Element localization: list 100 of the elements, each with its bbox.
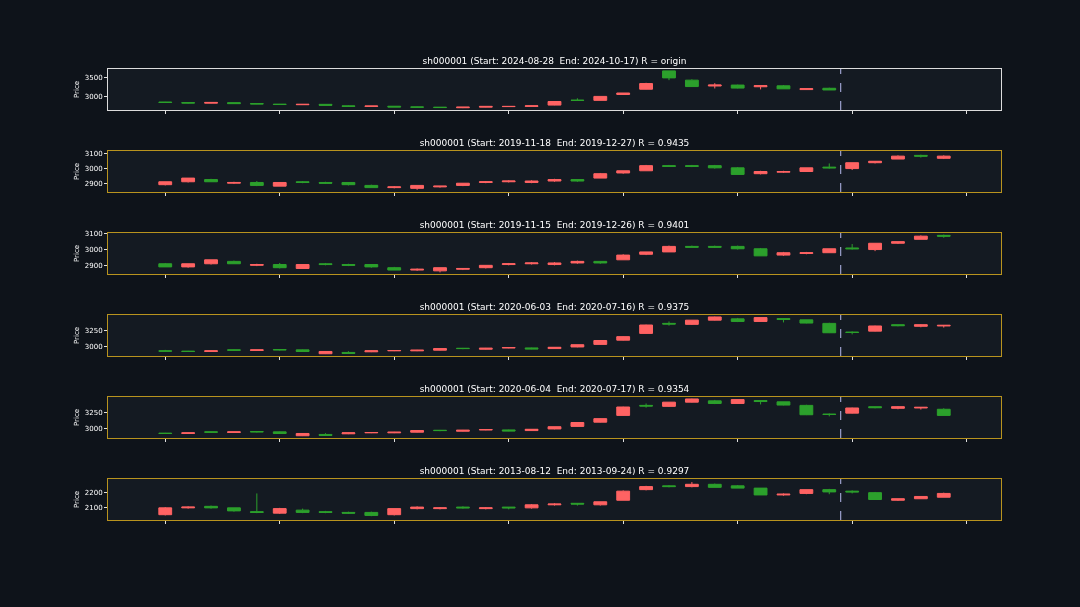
candlestick [318, 432, 333, 437]
candlestick [776, 170, 791, 174]
candlestick [845, 330, 860, 335]
candlestick [707, 245, 722, 249]
candlestick [822, 322, 837, 334]
candlestick [227, 507, 241, 513]
candlestick [387, 185, 402, 189]
candlestick [776, 251, 791, 256]
candlestick [227, 349, 241, 352]
candlestick [730, 485, 745, 489]
candlestick [318, 181, 333, 185]
candlestick [227, 181, 241, 185]
candlestick [616, 489, 631, 501]
candlestick [364, 105, 379, 108]
candlestick [158, 181, 173, 186]
candlestick [936, 234, 951, 239]
candlestick [936, 407, 951, 417]
candlestick [662, 484, 676, 488]
chart-title: sh000001 (Start: 2020-06-03 End: 2020-07-16) R = 0.9375 [419, 302, 690, 313]
candlestick [799, 167, 814, 172]
candlestick [318, 510, 333, 514]
candlestick [410, 505, 425, 510]
candlestick [433, 347, 447, 352]
candlestick [478, 428, 493, 431]
candlestick [295, 508, 310, 514]
candlestick [478, 180, 493, 184]
candlestick [387, 267, 402, 271]
chart-title: sh000001 (Start: 2019-11-18 End: 2019-12-27) R = 0.9435 [419, 138, 690, 149]
candlestick [570, 502, 585, 507]
candlestick [776, 84, 791, 90]
candlestick [341, 104, 356, 108]
candlestick [387, 105, 402, 108]
candlestick [570, 260, 585, 265]
candlestick [204, 431, 218, 434]
candlestick [891, 405, 905, 410]
candlestick [547, 502, 562, 507]
candlestick [639, 402, 653, 409]
candlestick [570, 179, 585, 183]
candlestick [249, 492, 264, 514]
candlestick [501, 179, 516, 183]
candlestick [593, 95, 608, 102]
candlestick [295, 180, 310, 184]
candlestick [776, 401, 791, 406]
candlestick [181, 263, 196, 269]
candlestick [249, 349, 264, 352]
candlestick [730, 399, 745, 405]
candlestick [662, 70, 676, 81]
candlestick [730, 84, 745, 89]
candlestick [341, 263, 356, 267]
candlestick [364, 264, 379, 269]
candlestick [822, 489, 837, 495]
candlestick [593, 417, 608, 423]
candlestick [547, 426, 562, 430]
chart-title: sh000001 (Start: 2019-11-15 End: 2019-12-26) R = 0.9401 [419, 220, 690, 231]
candlestick [730, 166, 745, 175]
candlestick [753, 247, 768, 257]
candlestick [684, 245, 699, 248]
candlestick [684, 319, 699, 326]
candlestick [158, 262, 173, 268]
candlestick [387, 508, 402, 516]
candlestick [547, 261, 562, 266]
candlestick [547, 101, 562, 106]
candlestick [913, 406, 928, 411]
candlestick [616, 92, 631, 96]
candlestick [799, 319, 814, 324]
candlestick [593, 260, 608, 265]
candlestick [410, 267, 425, 272]
candlestick [639, 82, 653, 90]
candlestick [639, 251, 653, 255]
candlestick [433, 185, 447, 189]
candlestick [204, 505, 218, 510]
candlestick [410, 429, 425, 434]
candlestick [845, 162, 860, 171]
candlestick [249, 263, 264, 267]
chart-title: sh000001 (Start: 2013-08-12 End: 2013-09-24) R = 0.9297 [419, 466, 690, 477]
candlestick [478, 105, 493, 108]
candlestick [158, 506, 173, 516]
candlestick [822, 87, 837, 91]
candlestick [204, 350, 218, 353]
candlestick [593, 172, 608, 179]
candlestick [662, 320, 676, 327]
candlestick [913, 154, 928, 159]
candlestick [822, 162, 837, 170]
candlestick [272, 348, 287, 352]
candlestick [707, 82, 722, 89]
candlestick [181, 177, 196, 183]
candlestick [524, 179, 539, 184]
candlestick [570, 344, 585, 348]
candlestick [753, 317, 768, 323]
candlestick [684, 164, 699, 168]
candlestick [936, 324, 951, 329]
candlestick [341, 511, 356, 515]
candlestick [318, 262, 333, 266]
candlestick [845, 243, 860, 251]
candlestick [318, 103, 333, 106]
candlestick [616, 335, 631, 341]
candlestick [639, 485, 653, 491]
candlestick [684, 78, 699, 88]
candlestick [845, 489, 860, 494]
candlestick [799, 251, 814, 255]
